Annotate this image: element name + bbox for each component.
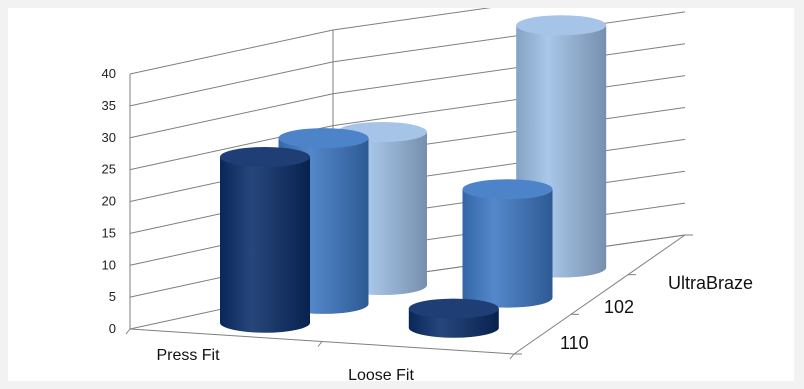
cylinders [220, 15, 607, 338]
category-label: Press Fit [156, 347, 220, 364]
cylinder-body [462, 189, 553, 308]
y-tick-label: 40 [102, 66, 116, 81]
y-tick-label: 30 [102, 130, 116, 145]
cylinder-top [408, 298, 499, 319]
x-tick-mark [509, 353, 515, 360]
cylinder-top [462, 179, 553, 200]
depth-label: UltraBraze [668, 273, 753, 293]
chart-frame: 0 5 10 15 20 25 30 35 40 Press Fit Loose Fit 110 1… [8, 8, 794, 381]
y-tick-label: 0 [109, 321, 116, 336]
x-tick-mark [317, 341, 323, 347]
y-tick-label: 25 [102, 162, 116, 177]
x-tick-mark [125, 328, 131, 335]
depth-axis-line [513, 234, 686, 355]
depth-label: 102 [604, 297, 634, 317]
y-tick-label: 20 [102, 194, 116, 209]
category-labels: Press Fit Loose Fit [156, 347, 414, 381]
y-axis-ticks: 0 5 10 15 20 25 30 35 40 [102, 66, 116, 336]
cylinder-bar [220, 146, 310, 333]
cylinder-bar [408, 298, 499, 338]
y-tick-label: 10 [102, 257, 116, 272]
cylinder-top [220, 146, 310, 167]
cylinder-top [278, 128, 369, 149]
y-tick-label: 35 [102, 98, 116, 113]
depth-label: 110 [560, 333, 589, 353]
depth-labels: 110 102 UltraBraze [560, 273, 753, 353]
cylinder-bar [462, 179, 553, 308]
y-tick-label: 5 [109, 289, 116, 304]
y-tick-label: 15 [102, 225, 116, 240]
cylinder-top [516, 15, 607, 36]
cylinder-body [220, 156, 310, 333]
category-label: Loose Fit [348, 367, 414, 381]
